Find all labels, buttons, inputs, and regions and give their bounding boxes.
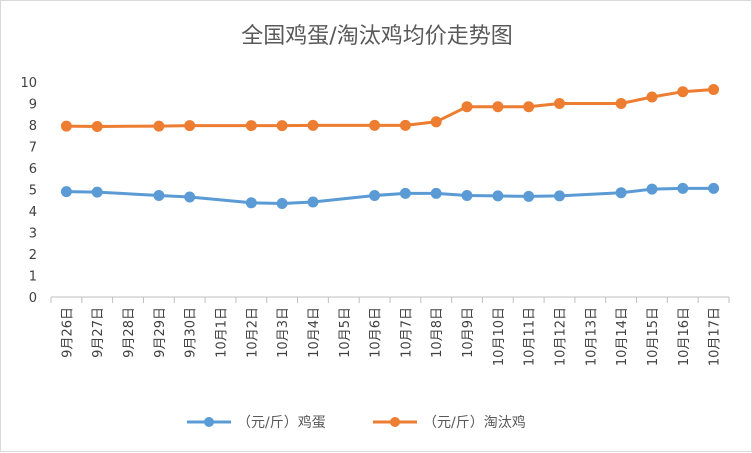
legend-label: （元/斤）鸡蛋 xyxy=(237,414,326,431)
data-point xyxy=(307,119,319,131)
chart-title: 全国鸡蛋/淘汰鸡均价走势图 xyxy=(241,24,512,49)
series-1 xyxy=(60,84,720,132)
x-tick-label: 10月1日 xyxy=(215,307,230,358)
y-tick-label: 2 xyxy=(29,248,37,263)
data-point xyxy=(492,101,504,113)
data-point xyxy=(184,191,196,203)
x-tick-label: 9月29日 xyxy=(153,307,168,358)
x-tick-label: 10月2日 xyxy=(245,307,260,358)
data-point xyxy=(708,182,720,194)
data-point xyxy=(153,190,165,201)
data-point xyxy=(60,186,72,198)
x-tick-label: 10月8日 xyxy=(430,307,445,358)
y-tick-label: 9 xyxy=(29,98,37,113)
x-tick-label: 10月9日 xyxy=(461,307,476,358)
data-point xyxy=(245,120,257,132)
y-tick-label: 7 xyxy=(29,141,37,156)
x-tick-label: 10月15日 xyxy=(646,307,661,366)
data-point xyxy=(399,119,411,131)
data-point xyxy=(430,187,442,199)
series-line-1 xyxy=(66,88,714,128)
data-point xyxy=(615,187,627,199)
data-point xyxy=(60,120,72,132)
data-point xyxy=(646,183,658,195)
data-point xyxy=(430,116,442,128)
axes: 0 1 2 3 4 5 6 7 8 9 10 9月26日 9月27日 9月28日 9月29日 9月30日 10月… xyxy=(20,76,730,366)
data-point xyxy=(276,198,288,209)
data-point xyxy=(677,86,689,98)
x-tick-label: 10月5日 xyxy=(338,307,353,358)
x-tick-label: 10月14日 xyxy=(615,307,630,366)
legend: （元/斤）鸡蛋 （元/斤）淘汰鸡 xyxy=(187,414,526,431)
y-tick-label: 4 xyxy=(29,205,37,220)
y-tick-label: 5 xyxy=(29,184,37,199)
data-point xyxy=(369,190,381,201)
data-point xyxy=(399,187,411,199)
data-point xyxy=(369,119,381,131)
x-tick-label: 10月6日 xyxy=(369,307,384,358)
legend-item-1: （元/斤）淘汰鸡 xyxy=(373,414,526,431)
data-point xyxy=(276,120,288,132)
y-tick-label: 0 xyxy=(29,291,37,306)
x-tick-label: 10月7日 xyxy=(399,307,414,358)
y-tick-label: 3 xyxy=(29,227,37,242)
data-point xyxy=(677,182,689,194)
data-point xyxy=(91,121,103,132)
data-point xyxy=(554,98,565,109)
data-point xyxy=(615,98,627,109)
y-tick-label: 6 xyxy=(29,162,37,177)
data-point xyxy=(461,190,473,201)
data-point xyxy=(245,197,257,209)
x-tick-label: 10月4日 xyxy=(307,307,322,358)
y-tick-label: 8 xyxy=(29,119,37,134)
x-tick-label: 10月11日 xyxy=(523,307,538,366)
x-tick-label: 9月28日 xyxy=(122,307,137,358)
data-point xyxy=(523,101,535,113)
data-point xyxy=(554,190,565,202)
x-tick-label: 9月30日 xyxy=(184,307,199,358)
data-point xyxy=(153,120,165,132)
x-tick-label: 10月10日 xyxy=(492,307,507,366)
data-point xyxy=(708,84,720,95)
data-point xyxy=(461,101,473,113)
x-tick-label: 10月12日 xyxy=(554,307,569,366)
x-tick-label: 9月26日 xyxy=(60,307,75,358)
legend-label: （元/斤）淘汰鸡 xyxy=(423,414,526,431)
data-point xyxy=(307,196,319,208)
data-point xyxy=(492,190,504,202)
x-tick-label: 10月13日 xyxy=(584,307,599,366)
data-point xyxy=(91,186,103,198)
data-point xyxy=(646,91,658,103)
y-tick-label: 10 xyxy=(20,76,37,91)
x-tick-label: 10月17日 xyxy=(708,307,723,366)
data-point xyxy=(523,190,535,202)
x-tick-label: 10月3日 xyxy=(276,307,291,358)
data-point xyxy=(184,120,196,132)
legend-marker xyxy=(390,417,400,427)
x-tick-label: 9月27日 xyxy=(91,307,106,358)
series-0 xyxy=(60,182,720,209)
legend-item-0: （元/斤）鸡蛋 xyxy=(187,414,326,431)
y-tick-label: 1 xyxy=(29,270,37,285)
series-layer xyxy=(60,84,720,209)
legend-marker xyxy=(204,417,214,427)
x-tick-label: 10月16日 xyxy=(677,307,692,366)
